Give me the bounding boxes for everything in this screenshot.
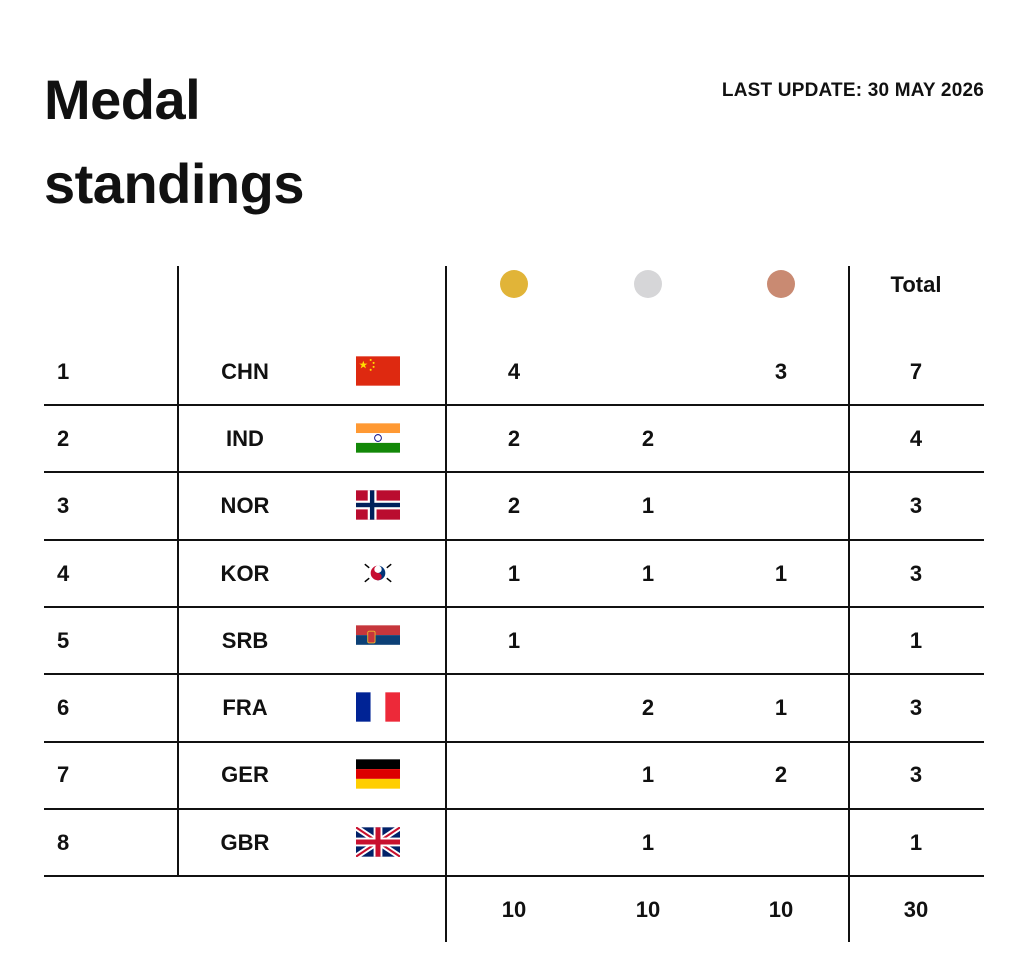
gold-count: 2 [507,493,521,518]
row-divider [44,875,984,877]
total-column-header: Total [890,272,942,297]
last-update-label: LAST UPDATE: 30 MAY 2026 [721,80,984,101]
norway-flag-icon [356,490,400,520]
row-divider [44,741,984,743]
country-code: KOR [220,561,270,586]
rank-cell: 7 [57,762,70,787]
bronze-count: 1 [774,561,788,586]
total-count: 3 [909,695,923,720]
uk-flag-icon [356,827,400,857]
gold-count: 1 [507,561,521,586]
silver-count: 2 [641,695,655,720]
row-divider [44,471,984,473]
silver-count: 2 [641,426,655,451]
silver-count: 1 [641,493,655,518]
divider [848,266,850,942]
south-korea-flag-icon [356,558,400,588]
country-code: GBR [220,830,270,855]
bronze-total: 10 [768,897,794,922]
row-divider [44,606,984,608]
bronze-count: 2 [774,762,788,787]
country-code: FRA [222,695,268,720]
divider [445,266,447,942]
rank-cell: 6 [57,695,70,720]
rank-cell: 2 [57,426,70,451]
row-divider [44,404,984,406]
grand-total: 30 [903,897,929,922]
country-code: CHN [221,359,269,384]
silver-total: 10 [635,897,661,922]
page-title: Medal standings [44,58,304,226]
silver-count: 1 [641,830,655,855]
country-code: NOR [220,493,270,518]
gold-count: 4 [507,359,521,384]
country-code: GER [221,762,269,787]
silver-count: 1 [641,762,655,787]
india-flag-icon [356,423,400,453]
germany-flag-icon [356,759,400,789]
gold-count: 1 [507,628,521,653]
total-count: 7 [909,359,923,384]
country-code: IND [226,426,264,451]
bronze-count: 1 [774,695,788,720]
page-title-line2: standings [44,152,304,215]
rank-cell: 1 [57,359,70,384]
china-flag-icon [356,356,400,386]
bronze-medal-icon [767,270,795,298]
country-code: SRB [221,628,269,653]
rank-cell: 5 [57,628,70,653]
bronze-count: 3 [774,359,788,384]
france-flag-icon [356,692,400,722]
row-divider [44,673,984,675]
total-count: 4 [909,426,923,451]
serbia-flag-icon [356,625,400,655]
total-count: 1 [909,830,923,855]
page-title-line1: Medal [44,68,201,131]
rank-cell: 3 [57,493,70,518]
gold-count: 2 [507,426,521,451]
total-count: 3 [909,762,923,787]
silver-count: 1 [641,561,655,586]
rank-cell: 4 [57,561,70,586]
silver-medal-icon [634,270,662,298]
total-count: 3 [909,561,923,586]
gold-total: 10 [501,897,527,922]
divider [177,266,179,876]
total-count: 3 [909,493,923,518]
total-count: 1 [909,628,923,653]
gold-medal-icon [500,270,528,298]
rank-cell: 8 [57,830,70,855]
row-divider [44,808,984,810]
row-divider [44,539,984,541]
